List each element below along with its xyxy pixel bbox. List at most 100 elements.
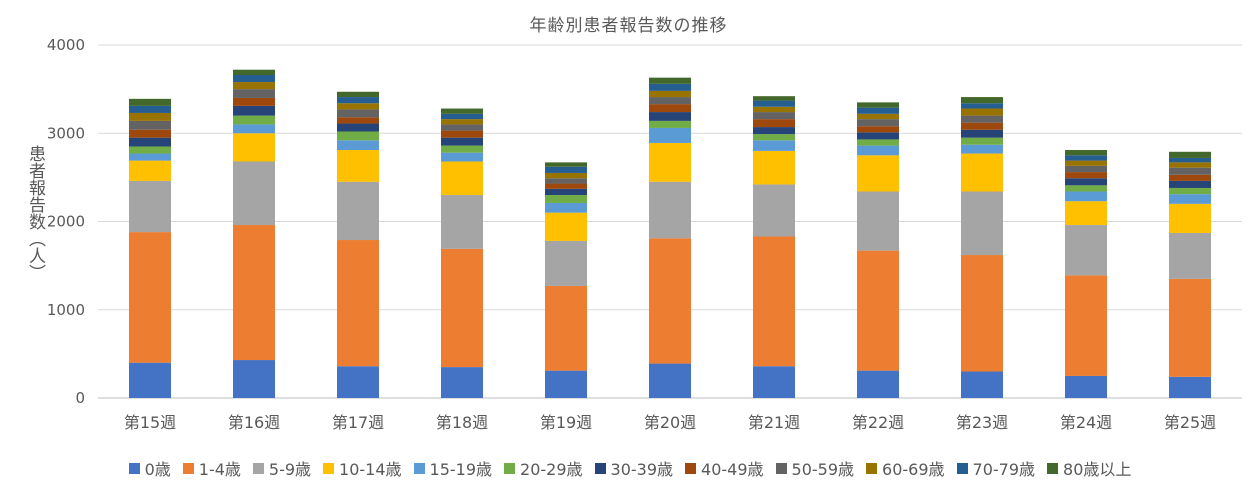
bar-segment <box>545 183 587 189</box>
bar-segment <box>545 172 587 179</box>
bar-segment <box>649 97 691 105</box>
legend-label: 5-9歳 <box>268 460 312 479</box>
bar-segment <box>545 285 587 371</box>
x-tick-label: 第18週 <box>436 413 488 432</box>
bar-segment <box>129 129 171 138</box>
legend-label: 60-69歳 <box>882 460 945 479</box>
legend-swatch <box>775 462 787 474</box>
legend-label: 70-79歳 <box>972 460 1036 479</box>
bar-segment <box>1065 185 1107 192</box>
bar-segment <box>961 371 1003 398</box>
bar-segment <box>649 83 691 91</box>
bar-segment <box>753 134 795 141</box>
bar-segment <box>649 104 691 113</box>
bar-segment <box>233 75 275 83</box>
legend-item: 5-9歳 <box>252 456 312 480</box>
bar-segment <box>1169 278 1211 377</box>
legend-label: 50-59歳 <box>791 460 855 479</box>
legend-swatch <box>128 462 140 474</box>
bar-segment <box>1169 180 1211 188</box>
bar-segment <box>1065 160 1107 166</box>
bar-segment <box>753 112 795 120</box>
bar-segment <box>1169 194 1211 204</box>
x-tick-label: 第22週 <box>852 413 904 432</box>
legend-item: 70-79歳 <box>956 456 1036 480</box>
legend-swatch <box>413 462 425 474</box>
bar-segment <box>337 117 379 124</box>
bar-segment <box>753 140 795 151</box>
bar-segment <box>441 108 483 114</box>
legend-item: 80歳以上 <box>1047 456 1131 480</box>
bar-segment <box>1065 201 1107 226</box>
bar-segment <box>129 120 171 130</box>
bar-segment <box>1169 174 1211 181</box>
bar-segment <box>233 89 275 98</box>
bar-segment <box>441 248 483 368</box>
bar-segment <box>961 191 1003 256</box>
legend-swatch <box>956 462 968 474</box>
bar-segment <box>441 145 483 153</box>
bar-segment <box>337 97 379 104</box>
bar-segment <box>753 184 795 237</box>
bar-segment <box>649 238 691 364</box>
legend-swatch <box>182 462 194 474</box>
legend-item: 50-59歳 <box>775 456 855 480</box>
bar-segment <box>129 160 171 181</box>
legend-item: 40-49歳 <box>685 456 764 480</box>
bar-segment <box>233 69 275 76</box>
bar-segment <box>337 150 379 182</box>
bar-segment <box>961 129 1003 138</box>
bar-segment <box>1065 375 1107 398</box>
bar-segment <box>649 363 691 398</box>
legend-item: 60-69歳 <box>866 456 945 480</box>
legend-label: 15-19歳 <box>429 460 493 479</box>
bar-segment <box>337 140 379 151</box>
bar-segment <box>441 124 483 131</box>
bar-segment <box>545 162 587 167</box>
bar-segment <box>545 212 587 241</box>
bar-segment <box>441 130 483 138</box>
legend-swatch <box>323 462 335 474</box>
legend-item: 10-14歳 <box>323 456 402 480</box>
y-tick-label: 4000 <box>47 36 85 54</box>
bar-segment <box>337 123 379 132</box>
bar-segment <box>441 195 483 249</box>
bar-segment <box>129 153 171 161</box>
bar-segment <box>233 360 275 398</box>
bar-segment <box>441 367 483 398</box>
x-tick-label: 第25週 <box>1164 413 1216 432</box>
bar-segment <box>1169 232 1211 279</box>
bar-segment <box>753 106 795 113</box>
bar-segment <box>545 188 587 196</box>
legend-item: 30-39歳 <box>594 456 673 480</box>
bar-segment <box>233 225 275 361</box>
legend-item: 0歳 <box>128 456 171 480</box>
bar-segment <box>337 131 379 141</box>
bar-segment <box>441 137 483 146</box>
bar-segment <box>233 105 275 116</box>
bar-segment <box>1169 203 1211 233</box>
x-tick-label: 第15週 <box>124 413 176 432</box>
bar-segment <box>545 240 587 286</box>
bar-segment <box>649 112 691 121</box>
y-axis-label: 患者報告数（人） <box>25 145 45 281</box>
bar-segment <box>753 150 795 185</box>
bar-segment <box>961 122 1003 130</box>
bar-segment <box>441 113 483 120</box>
bar-segment <box>961 144 1003 154</box>
bar-segment <box>649 127 691 143</box>
bar-segment <box>753 236 795 367</box>
bar-segment <box>1065 155 1107 161</box>
legend-label: 10-14歳 <box>339 460 402 479</box>
bar-segment <box>129 362 171 398</box>
x-tick-label: 第16週 <box>228 413 280 432</box>
bar-segment <box>961 255 1003 372</box>
legend-swatch <box>504 462 516 474</box>
bar-segment <box>129 232 171 363</box>
bar-segment <box>753 96 795 101</box>
legend-swatch <box>685 462 697 474</box>
bar-segment <box>857 107 899 114</box>
legend-swatch <box>252 462 264 474</box>
bar-segment <box>129 146 171 154</box>
bar-segment <box>441 161 483 196</box>
